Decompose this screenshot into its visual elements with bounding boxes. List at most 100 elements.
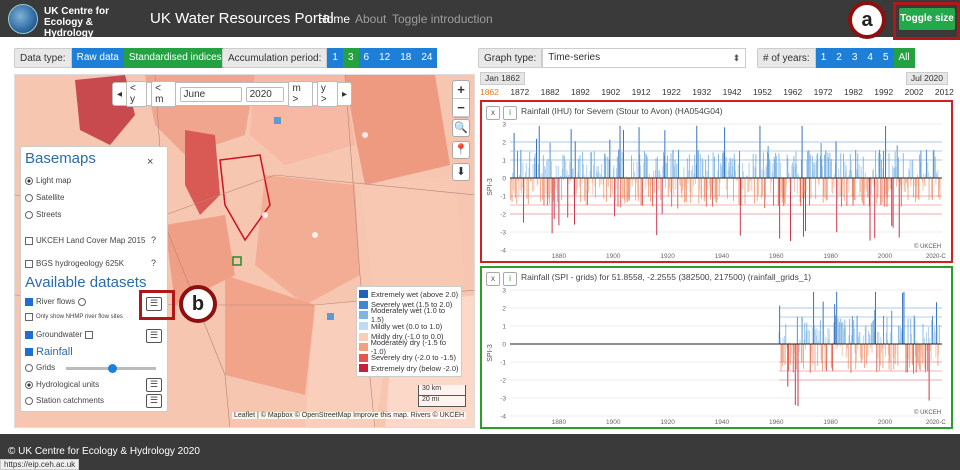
graph-type-select[interactable]: Time-series: [542, 48, 747, 68]
next-year-button[interactable]: y >: [316, 81, 338, 107]
legend-label: Moderately dry (-1.5 to -1.0): [370, 338, 447, 357]
years-all-button[interactable]: All: [893, 48, 915, 68]
nav-toggle-introduction[interactable]: Toggle introduction: [392, 12, 493, 26]
years-1-button[interactable]: 1: [815, 48, 832, 68]
slider-handle[interactable]: [108, 364, 117, 373]
x-tick-label: 2000: [878, 419, 893, 426]
legend-item: Mildly dry (-1.0 to 0.0): [359, 331, 459, 342]
timeline[interactable]: Jan 1862 Jul 2020 1862 1872 1882 1892 1902 19…: [480, 70, 954, 98]
selected-grid-marker[interactable]: [232, 256, 242, 266]
basemap-light[interactable]: Light map: [25, 176, 71, 185]
chart-info-button[interactable]: i: [503, 106, 517, 120]
month-select[interactable]: June: [179, 86, 242, 102]
groundwater-list-button[interactable]: ☰: [146, 329, 162, 343]
layer-rainfall[interactable]: Rainfall: [25, 346, 73, 358]
years-group: # of years: 1 2 3 4 5 All: [757, 48, 915, 68]
radio-icon[interactable]: [25, 176, 33, 185]
checkbox-icon[interactable]: [25, 348, 33, 356]
gauge-marker[interactable]: [274, 117, 281, 124]
legend-swatch: [359, 290, 368, 299]
layer-river-flows[interactable]: River flows: [25, 297, 87, 306]
timeline-start[interactable]: Jan 1862: [480, 72, 525, 85]
close-icon[interactable]: ×: [147, 156, 154, 168]
basemap-streets[interactable]: Streets: [25, 210, 61, 219]
y-tick-label: -3: [500, 396, 506, 403]
back-arrow-icon[interactable]: ◂: [117, 88, 123, 100]
stations-list-button[interactable]: ☰: [146, 394, 162, 408]
checkbox-icon[interactable]: [25, 313, 33, 321]
river-flows-list-button[interactable]: ☰: [146, 297, 162, 311]
layer-groundwater[interactable]: Groundwater: [25, 330, 94, 339]
radio-icon[interactable]: [25, 210, 33, 219]
footer: © UK Centre for Ecology & Hydrology 2020: [0, 434, 960, 470]
prev-month-button[interactable]: < m: [151, 81, 176, 107]
ukceh-logo[interactable]: [8, 4, 38, 34]
map-attribution[interactable]: Leaflet | © Mapbox © OpenStreetMap Impro…: [232, 412, 467, 419]
layer-panel: Basemaps × Light map Satellite Streets U…: [20, 146, 168, 412]
toggle-size-button[interactable]: Toggle size: [899, 8, 955, 30]
selected-catchment-outline[interactable]: [219, 154, 271, 242]
chart-close-button[interactable]: x: [486, 272, 500, 286]
checkbox-icon[interactable]: [25, 297, 33, 306]
help-icon[interactable]: ?: [151, 235, 157, 245]
year-select[interactable]: 2020: [245, 86, 285, 102]
dry-region: [185, 130, 220, 215]
legend-label: Extremely wet (above 2.0): [371, 289, 459, 299]
rainfall-grids[interactable]: Grids: [25, 363, 55, 372]
opacity-slider[interactable]: [66, 364, 156, 373]
help-icon[interactable]: ?: [151, 258, 157, 268]
nav-about[interactable]: About: [355, 12, 387, 26]
years-2-button[interactable]: 2: [831, 48, 847, 68]
zoom-in-button[interactable]: +: [453, 81, 469, 99]
layer-landcover[interactable]: UKCEH Land Cover Map 2015: [25, 236, 145, 245]
chart-close-button[interactable]: x: [486, 106, 500, 120]
checkbox-icon[interactable]: [25, 236, 33, 245]
y-tick-label: 0: [502, 342, 506, 349]
timeline-tick: 1992: [874, 87, 894, 97]
chart-credit: © UKCEH: [914, 409, 941, 416]
raw-data-button[interactable]: Raw data: [71, 48, 124, 68]
chart-end-label: 2020-C: [926, 254, 946, 260]
chart-title: Rainfall (IHU) for Severn (Stour to Avon…: [521, 106, 723, 116]
accum-12-button[interactable]: 12: [374, 48, 396, 68]
chart-plot: SPI-3 3 2 1 0 -1 -2 -3 -4 1880 1900 1920 1940 1960 198…: [487, 122, 946, 261]
standardised-indices-button[interactable]: Standardised indices: [123, 48, 227, 68]
radio-icon[interactable]: [25, 193, 33, 202]
checkbox-icon[interactable]: [25, 259, 33, 268]
x-tick-label: 1880: [552, 419, 567, 426]
layer-nhmp-only[interactable]: Only show NHMP river flow sites: [25, 313, 123, 321]
rainfall-station-catchments[interactable]: Station catchments: [25, 396, 104, 405]
accum-3-button[interactable]: 3: [342, 48, 359, 68]
date-navigator: ◂ < y < m June 2020 m > y > ▸: [112, 81, 352, 107]
basemap-satellite[interactable]: Satellite: [25, 193, 64, 202]
zoom-out-button[interactable]: −: [453, 99, 469, 117]
search-icon[interactable]: 🔍: [452, 119, 470, 137]
years-3-button[interactable]: 3: [846, 48, 863, 68]
timeline-end[interactable]: Jul 2020: [905, 72, 948, 85]
accum-18-button[interactable]: 18: [395, 48, 417, 68]
accum-1-button[interactable]: 1: [327, 48, 343, 68]
callout-a: a: [848, 1, 886, 39]
hydro-units-list-button[interactable]: ☰: [146, 378, 162, 392]
rainfall-hydrological-units[interactable]: Hydrological units: [25, 380, 99, 389]
chart-info-button[interactable]: i: [503, 272, 517, 286]
checkbox-icon[interactable]: [25, 330, 33, 339]
accum-6-button[interactable]: 6: [358, 48, 375, 68]
nav-home[interactable]: Home: [318, 12, 351, 26]
radio-icon[interactable]: [25, 396, 33, 405]
portal-title[interactable]: UK Water Resources Portal: [150, 10, 334, 27]
years-4-button[interactable]: 4: [862, 48, 878, 68]
location-pin-icon[interactable]: 📍: [452, 141, 470, 159]
region: [165, 215, 235, 305]
prev-year-button[interactable]: < y: [126, 81, 148, 107]
gauge-marker[interactable]: [327, 313, 334, 320]
layer-hydrogeology[interactable]: BGS hydrogeology 625K: [25, 259, 124, 268]
radio-icon[interactable]: [25, 380, 33, 389]
accum-24-button[interactable]: 24: [416, 48, 438, 68]
next-month-button[interactable]: m >: [288, 81, 313, 107]
radio-icon[interactable]: [25, 363, 33, 372]
forward-arrow-icon[interactable]: ▸: [341, 88, 347, 100]
download-icon[interactable]: ⬇: [452, 163, 470, 181]
logo-text[interactable]: UK Centre for Ecology & Hydrology: [44, 6, 110, 39]
years-5-button[interactable]: 5: [877, 48, 894, 68]
